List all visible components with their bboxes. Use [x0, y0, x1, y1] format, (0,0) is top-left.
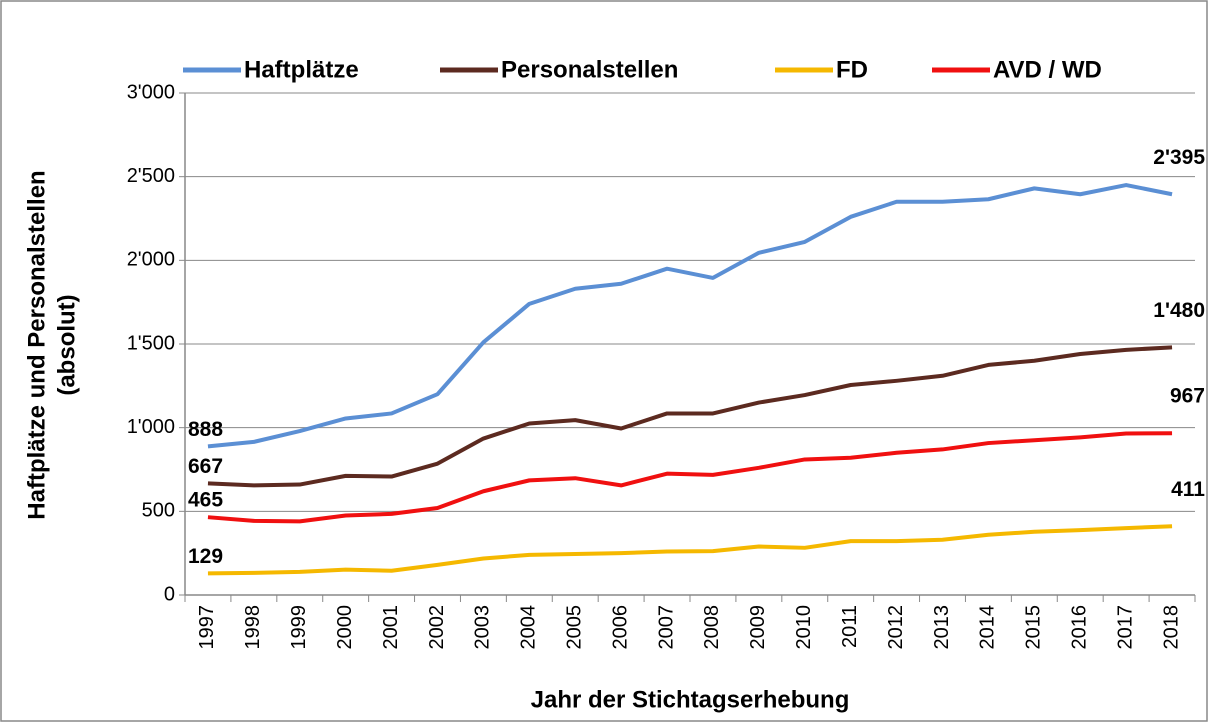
x-tick-label: 2010	[793, 605, 815, 650]
data-label: 667	[188, 455, 223, 478]
y-tick-label: 3'000	[127, 81, 175, 103]
x-tick-label: 2005	[564, 605, 586, 650]
x-tick-label: 1999	[288, 605, 310, 650]
x-tick-label: 2006	[609, 605, 631, 650]
x-tick-label: 2009	[747, 605, 769, 650]
x-tick-label: 2002	[426, 605, 448, 650]
x-tick-label: 2013	[931, 605, 953, 650]
x-tick-label: 2001	[380, 605, 402, 650]
x-tick-label: 2012	[885, 605, 907, 650]
x-tick-label: 2018	[1160, 605, 1182, 650]
data-label: 465	[188, 489, 223, 512]
x-tick-label: 2004	[518, 605, 540, 650]
x-tick-label: 2016	[1069, 605, 1091, 650]
y-tick-label: 2'500	[127, 165, 175, 187]
x-tick-label: 2011	[839, 605, 861, 648]
legend-label: FD	[836, 56, 868, 83]
x-tick-label: 2008	[701, 605, 723, 650]
x-tick-label: 2015	[1023, 605, 1045, 650]
x-tick-label: 2017	[1114, 605, 1136, 650]
data-label: 2'395	[1153, 146, 1205, 169]
legend-label: AVD / WD	[993, 56, 1102, 83]
legend-label: Haftplätze	[244, 56, 359, 83]
series-line	[207, 431, 1173, 524]
x-tick-label: 1998	[242, 605, 264, 650]
data-label: 411	[1171, 478, 1205, 501]
x-tick-label: 2003	[472, 605, 494, 650]
x-tick-label: 2014	[977, 605, 999, 650]
data-label: 967	[1170, 385, 1205, 408]
y-tick-label: 0	[164, 583, 175, 605]
x-tick-label: 2000	[334, 605, 356, 650]
x-tick-label: 1997	[196, 605, 218, 650]
series-line	[207, 524, 1173, 576]
legend-label: Personalstellen	[501, 56, 678, 83]
y-tick-label: 500	[142, 500, 175, 522]
x-axis-label: Jahr der Stichtagserhebung	[531, 686, 850, 713]
y-tick-label: 2'000	[127, 249, 175, 271]
x-tick-label: 2007	[655, 605, 677, 650]
series-line	[207, 345, 1173, 488]
data-label: 1'480	[1153, 299, 1205, 322]
data-label: 129	[188, 545, 223, 568]
y-axis-label: (absolut)	[53, 294, 80, 395]
data-label: 888	[188, 418, 223, 441]
series-line	[207, 183, 1173, 449]
y-tick-label: 1'000	[127, 416, 175, 438]
y-tick-label: 1'500	[127, 332, 175, 354]
y-axis-label: Haftplätze und Personalstellen	[23, 170, 50, 519]
